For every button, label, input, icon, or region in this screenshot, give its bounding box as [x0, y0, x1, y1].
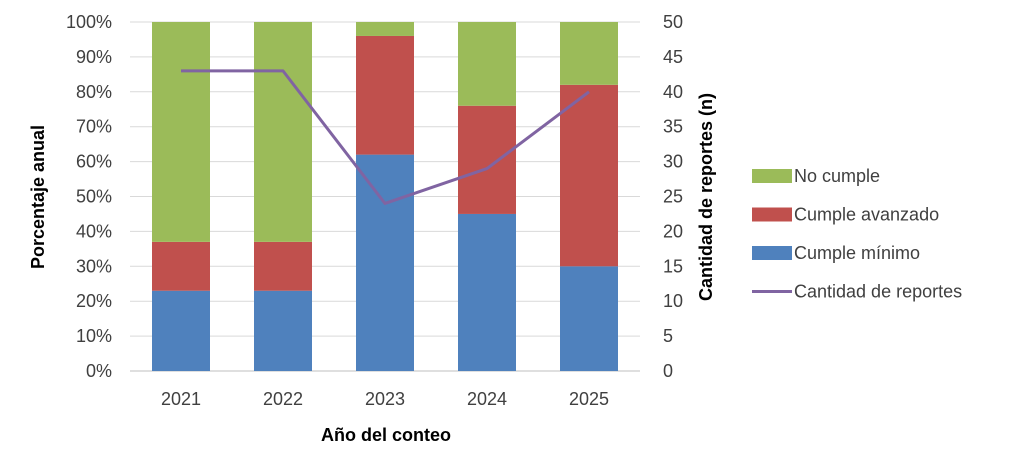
y-tick-label: 30%: [76, 256, 112, 276]
y2-tick-label: 25: [663, 187, 683, 207]
right-axis-ticks: 0 5 10 15 20 25 30 35 40 45 50: [663, 12, 683, 381]
y2-axis-title: Cantidad de reportes (n): [696, 93, 716, 301]
y-tick-label: 0%: [86, 361, 112, 381]
bar-no-cumple-2024: [458, 22, 516, 106]
y2-tick-label: 15: [663, 256, 683, 276]
y-tick-label: 20%: [76, 291, 112, 311]
legend: No cumple Cumple avanzado Cumple mínimo Can…: [752, 166, 962, 302]
bar-cumple-avanzado-2025: [560, 84, 618, 267]
y2-tick-label: 45: [663, 47, 683, 67]
y-tick-label: 10%: [76, 326, 112, 346]
bar-cumple-avanzado-2021: [152, 241, 210, 291]
legend-label: No cumple: [794, 166, 880, 186]
bar-cumple-minimo-2022: [254, 290, 312, 371]
bar-cumple-avanzado-2023: [356, 35, 414, 155]
legend-label: Cumple mínimo: [794, 243, 920, 263]
y-tick-label: 40%: [76, 221, 112, 241]
bar-no-cumple-2022: [254, 22, 312, 242]
bar-cumple-minimo-2023: [356, 154, 414, 371]
bar-cumple-minimo-2025: [560, 266, 618, 371]
y2-tick-label: 30: [663, 152, 683, 172]
y-tick-label: 100%: [66, 12, 112, 32]
y-tick-label: 90%: [76, 47, 112, 67]
y-tick-label: 80%: [76, 82, 112, 102]
y2-tick-label: 0: [663, 361, 673, 381]
x-axis-ticks: 2021 2022 2023 2024 2025: [161, 389, 609, 409]
bar-no-cumple-2023: [356, 22, 414, 36]
x-tick-label: 2022: [263, 389, 303, 409]
y2-tick-label: 50: [663, 12, 683, 32]
bar-cumple-minimo-2024: [458, 213, 516, 371]
legend-label: Cantidad de reportes: [794, 282, 962, 302]
legend-item: Cumple avanzado: [752, 205, 939, 225]
y-tick-label: 60%: [76, 152, 112, 172]
bars: [152, 22, 618, 371]
legend-swatch: [752, 246, 792, 260]
y2-tick-label: 5: [663, 326, 673, 346]
bar-cumple-avanzado-2022: [254, 241, 312, 291]
legend-item: Cantidad de reportes: [752, 282, 962, 302]
x-tick-label: 2023: [365, 389, 405, 409]
x-tick-label: 2024: [467, 389, 507, 409]
legend-label: Cumple avanzado: [794, 205, 939, 225]
y2-tick-label: 35: [663, 117, 683, 137]
legend-swatch: [752, 169, 792, 183]
bar-no-cumple-2025: [560, 22, 618, 85]
y2-tick-label: 10: [663, 291, 683, 311]
legend-item: No cumple: [752, 166, 880, 186]
bar-cumple-minimo-2021: [152, 290, 210, 371]
bar-no-cumple-2021: [152, 22, 210, 242]
x-tick-label: 2021: [161, 389, 201, 409]
legend-item: Cumple mínimo: [752, 243, 920, 263]
x-tick-label: 2025: [569, 389, 609, 409]
line-series: [181, 69, 590, 205]
x-axis-title: Año del conteo: [321, 425, 451, 445]
y2-tick-label: 40: [663, 82, 683, 102]
left-axis-ticks: 0% 10% 20% 30% 40% 50% 60% 70% 80% 90% 100%: [66, 12, 112, 381]
bar-cumple-avanzado-2024: [458, 105, 516, 214]
y-tick-label: 50%: [76, 187, 112, 207]
line-cantidad-de-reportes: [181, 69, 590, 205]
y-axis-title: Porcentaje anual: [28, 125, 48, 269]
legend-swatch: [752, 207, 792, 222]
y2-tick-label: 20: [663, 221, 683, 241]
y-tick-label: 70%: [76, 117, 112, 137]
